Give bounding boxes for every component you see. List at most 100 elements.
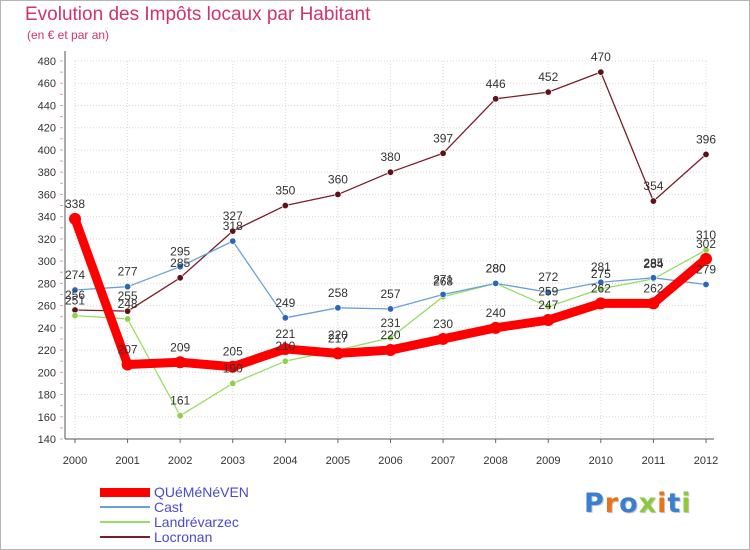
data-point — [700, 252, 712, 265]
data-point — [174, 356, 187, 369]
series-lines — [69, 68, 712, 420]
data-label: 397 — [433, 131, 453, 145]
data-label: 231 — [380, 316, 400, 330]
data-point — [176, 274, 184, 282]
series-line-locronan — [74, 71, 707, 312]
y-tick-label: 360 — [38, 189, 56, 201]
data-point — [226, 360, 239, 373]
data-point — [279, 342, 292, 355]
data-point — [386, 334, 394, 342]
y-tick-label: 160 — [38, 412, 56, 424]
data-point — [489, 321, 502, 334]
data-label: 327 — [223, 209, 243, 223]
data-label: 205 — [223, 345, 243, 359]
data-label: 257 — [380, 287, 400, 301]
data-label: 318 — [223, 219, 243, 233]
data-point — [386, 305, 394, 313]
data-point — [281, 357, 289, 365]
chart-title: Evolution des Impôts locaux par Habitant — [25, 4, 371, 25]
x-tick-label: 2011 — [642, 455, 666, 467]
data-label: 280 — [486, 261, 506, 275]
data-point — [439, 149, 447, 157]
data-label: 161 — [170, 394, 190, 408]
data-label: 262 — [643, 281, 663, 295]
y-tick-label: 180 — [38, 390, 56, 402]
data-label: 275 — [591, 267, 611, 281]
x-tick-label: 2008 — [483, 455, 507, 467]
data-labels: 256 255 285 327 350 360 380 397 446 452 470 354 396 2… — [65, 50, 716, 408]
data-label: 190 — [223, 361, 243, 375]
legend-label: QUéMéNéVEN — [154, 484, 249, 500]
data-label: 396 — [696, 132, 716, 146]
y-tick-label: 240 — [38, 323, 56, 335]
chart-subtitle: (en € et par an) — [27, 28, 110, 42]
data-point — [69, 212, 81, 225]
data-label: 220 — [380, 328, 400, 342]
data-label: 221 — [275, 327, 295, 341]
data-point — [124, 283, 132, 291]
y-tick-label: 200 — [38, 367, 56, 379]
x-tick-label: 2009 — [536, 455, 560, 467]
y-tick-label: 440 — [38, 100, 56, 112]
data-point — [71, 286, 79, 294]
data-point — [334, 304, 342, 312]
data-label: 230 — [433, 317, 453, 331]
y-tick-label: 140 — [38, 434, 56, 446]
data-point — [71, 312, 79, 320]
data-label: 470 — [591, 50, 611, 64]
data-label: 249 — [275, 296, 295, 310]
data-point — [702, 150, 710, 158]
data-label: 262 — [591, 281, 611, 295]
data-point — [597, 278, 605, 286]
y-tick-label: 460 — [38, 78, 56, 90]
data-label: 279 — [696, 262, 716, 276]
data-label: 207 — [118, 343, 138, 357]
y-tick-label: 300 — [38, 256, 56, 268]
data-label: 310 — [696, 228, 716, 242]
data-label: 452 — [538, 70, 558, 84]
x-tick-label: 2010 — [589, 455, 613, 467]
legend-label: Cast — [154, 499, 183, 515]
data-point — [649, 197, 657, 205]
data-point — [281, 314, 289, 322]
data-point — [229, 227, 237, 235]
data-label: 354 — [643, 179, 663, 193]
x-tick-label: 2002 — [168, 455, 192, 467]
data-label: 295 — [170, 245, 190, 259]
data-point — [176, 263, 184, 271]
logo-letter: x — [638, 488, 658, 519]
logo-letter: P — [584, 488, 605, 519]
data-point — [386, 168, 394, 176]
data-label: 271 — [433, 272, 453, 286]
data-label: 217 — [328, 331, 348, 345]
data-label: 277 — [118, 265, 138, 279]
data-label: 380 — [380, 150, 400, 164]
legend-swatch — [100, 536, 150, 538]
data-point — [229, 379, 237, 387]
data-label: 247 — [538, 298, 558, 312]
legend-swatch — [100, 521, 150, 523]
legend-label: Locronan — [154, 529, 213, 545]
data-point — [492, 95, 500, 103]
data-point — [281, 202, 289, 210]
x-tick-label: 2003 — [221, 455, 245, 467]
data-point — [124, 315, 132, 323]
x-tick-label: 2006 — [378, 455, 402, 467]
data-point — [702, 280, 710, 288]
data-label: 240 — [486, 306, 506, 320]
data-label: 350 — [275, 184, 295, 198]
data-label: 360 — [328, 172, 348, 186]
x-tick-label: 2012 — [694, 455, 718, 467]
y-tick-label: 420 — [38, 123, 56, 135]
data-label: 284 — [643, 257, 663, 271]
x-tick-label: 2007 — [431, 455, 455, 467]
data-label: 446 — [486, 77, 506, 91]
data-label: 338 — [65, 197, 85, 211]
data-label: 302 — [696, 237, 716, 251]
data-label: 258 — [328, 286, 348, 300]
data-point — [229, 237, 237, 245]
data-label: 274 — [65, 268, 85, 282]
data-point — [124, 307, 132, 315]
logo-letter: i — [657, 488, 668, 519]
